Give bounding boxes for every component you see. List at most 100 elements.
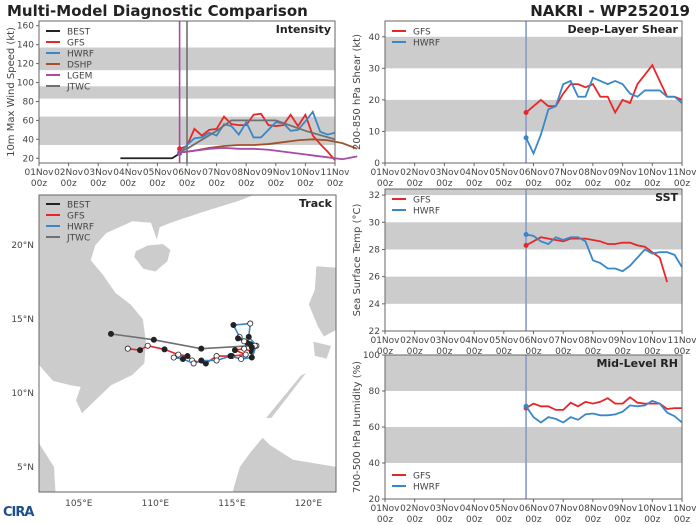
x-tick-hour: 00z <box>179 179 195 189</box>
legend-label: HWRF <box>67 50 94 60</box>
panel-title: SST <box>655 191 678 204</box>
x-tick-hour: 00z <box>436 515 452 525</box>
x-tick-hour: 00z <box>377 179 393 189</box>
y-tick-label: 160 <box>17 22 34 32</box>
track-point <box>247 320 254 327</box>
x-tick-hour: 00z <box>407 515 423 525</box>
x-tick-day: 10Nov <box>638 168 668 178</box>
x-tick-hour: 00z <box>674 515 690 525</box>
y-tick-label: 20 <box>369 495 381 505</box>
y-tick-label: 80 <box>369 387 381 397</box>
x-tick-hour: 00z <box>466 347 482 357</box>
series-line-gfs <box>525 236 669 283</box>
track-point <box>248 344 255 351</box>
series-line-hwrf <box>525 233 683 273</box>
x-tick-day: 03Nov <box>84 168 114 178</box>
track-point <box>198 345 205 352</box>
track-point <box>248 354 255 361</box>
x-tick-hour: 00z <box>615 179 631 189</box>
y-tick-label: 22 <box>369 327 380 337</box>
series-start-point <box>523 403 529 409</box>
series-start-point <box>523 110 529 116</box>
storm-title: NAKRI - WP252019 <box>530 2 690 20</box>
x-tick-day: 06Nov <box>519 168 549 178</box>
y-tick-label: 40 <box>369 459 381 469</box>
x-tick-hour: 00z <box>644 179 660 189</box>
x-tick-hour: 00z <box>525 347 541 357</box>
x-tick-day: 06Nov <box>519 504 549 514</box>
series-start-point <box>523 135 529 141</box>
x-tick-hour: 00z <box>466 515 482 525</box>
map-land <box>39 195 336 492</box>
x-tick-day: 02Nov <box>400 504 430 514</box>
track-point <box>150 336 157 343</box>
series-line-hwrf <box>525 76 683 156</box>
series-line-dshp <box>179 138 358 154</box>
legend-label: HWRF <box>67 223 94 233</box>
y-tick-label: 30 <box>369 218 381 228</box>
y-tick-label: 60 <box>23 116 35 126</box>
land-polygon <box>232 436 336 492</box>
legend-label: LGEM <box>67 72 92 82</box>
y-axis-label: 700-500 hPa Humidity (%) <box>352 361 363 493</box>
shaded-band <box>385 99 682 132</box>
x-tick-hour: 00z <box>377 515 393 525</box>
y-tick-label: 24 <box>369 300 381 310</box>
x-tick-hour: 00z <box>674 347 690 357</box>
series-start-point <box>523 242 529 248</box>
x-tick-day: 05Nov <box>489 168 519 178</box>
x-tick-hour: 00z <box>377 347 393 357</box>
y-tick-label: 40 <box>369 33 381 43</box>
x-tick-hour: 00z <box>209 179 225 189</box>
x-tick-day: 03Nov <box>430 504 460 514</box>
x-tick-hour: 00z <box>436 179 452 189</box>
y-tick-label: 100 <box>17 79 34 89</box>
lat-label: 15°N <box>11 315 34 325</box>
panel-title: Track <box>299 197 333 210</box>
series-line-gfs <box>525 63 683 115</box>
x-tick-hour: 00z <box>268 179 284 189</box>
x-tick-day: 07Nov <box>549 336 579 346</box>
track-point <box>198 357 205 364</box>
y-axis-label: 10m Max Wind Speed (kt) <box>6 27 17 157</box>
x-tick-hour: 00z <box>327 179 343 189</box>
x-tick-day: 11Nov <box>667 168 697 178</box>
x-tick-day: 08Nov <box>578 168 608 178</box>
y-tick-label: 26 <box>369 273 381 283</box>
series-line-hwrf <box>525 399 683 424</box>
x-tick-hour: 00z <box>615 515 631 525</box>
y-tick-label: 20 <box>369 96 381 106</box>
track-point <box>170 354 177 361</box>
shaded-band <box>385 276 682 304</box>
shaded-band <box>385 355 682 391</box>
shaded-band <box>385 36 682 69</box>
x-tick-day: 07Nov <box>202 168 232 178</box>
track-point <box>190 360 197 367</box>
legend-label: DSHP <box>67 61 92 71</box>
legend-label: GFS <box>413 28 431 38</box>
x-tick-day: 04Nov <box>113 168 143 178</box>
x-tick-day: 08Nov <box>578 336 608 346</box>
legend-label: GFS <box>67 39 85 49</box>
x-tick-day: 11Nov <box>667 336 697 346</box>
series-line-best <box>120 152 181 160</box>
land-polygon <box>312 340 332 360</box>
cira-logo: CIRA <box>3 505 34 520</box>
land-polygon <box>39 195 256 415</box>
x-tick-hour: 00z <box>585 179 601 189</box>
track-point <box>227 353 234 360</box>
lon-label: 105°E <box>65 499 93 509</box>
x-tick-day: 11Nov <box>320 168 350 178</box>
series-line-lgem <box>179 146 358 161</box>
x-tick-day: 10Nov <box>638 504 668 514</box>
y-tick-label: 10 <box>369 127 381 137</box>
x-tick-hour: 00z <box>297 179 313 189</box>
x-tick-day: 01Nov <box>370 168 400 178</box>
legend-label: HWRF <box>413 207 440 217</box>
track-point <box>161 346 168 353</box>
x-tick-day: 09Nov <box>608 504 638 514</box>
x-tick-hour: 00z <box>238 179 254 189</box>
y-tick-label: 60 <box>369 423 381 433</box>
legend-label: JTWC <box>66 234 90 244</box>
x-tick-day: 10Nov <box>291 168 321 178</box>
